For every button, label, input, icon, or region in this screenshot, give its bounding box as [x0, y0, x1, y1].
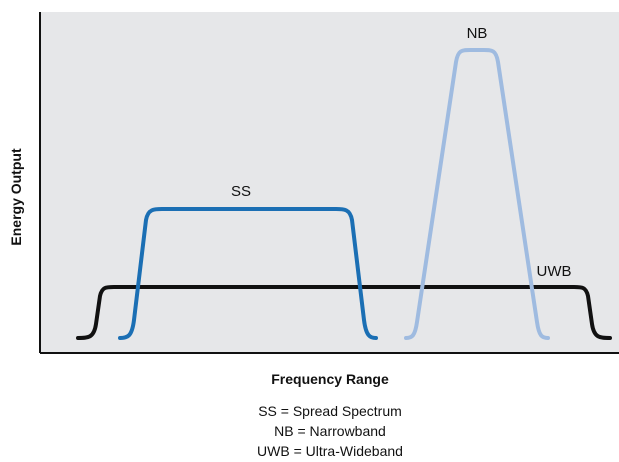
nb-curve [404, 48, 550, 340]
y-axis-label: Energy Output [8, 148, 24, 246]
ss-curve [118, 207, 378, 340]
legend-line-nb: NB = Narrowband [274, 423, 386, 439]
legend-line-ss: SS = Spread Spectrum [258, 403, 402, 419]
legend-line-uwb: UWB = Ultra-Wideband [257, 443, 403, 459]
x-axis-label: Frequency Range [271, 371, 389, 387]
uwb-curve [76, 285, 612, 340]
ss-label: SS [231, 183, 251, 200]
uwb-label: UWB [537, 263, 572, 280]
nb-label: NB [467, 25, 488, 42]
